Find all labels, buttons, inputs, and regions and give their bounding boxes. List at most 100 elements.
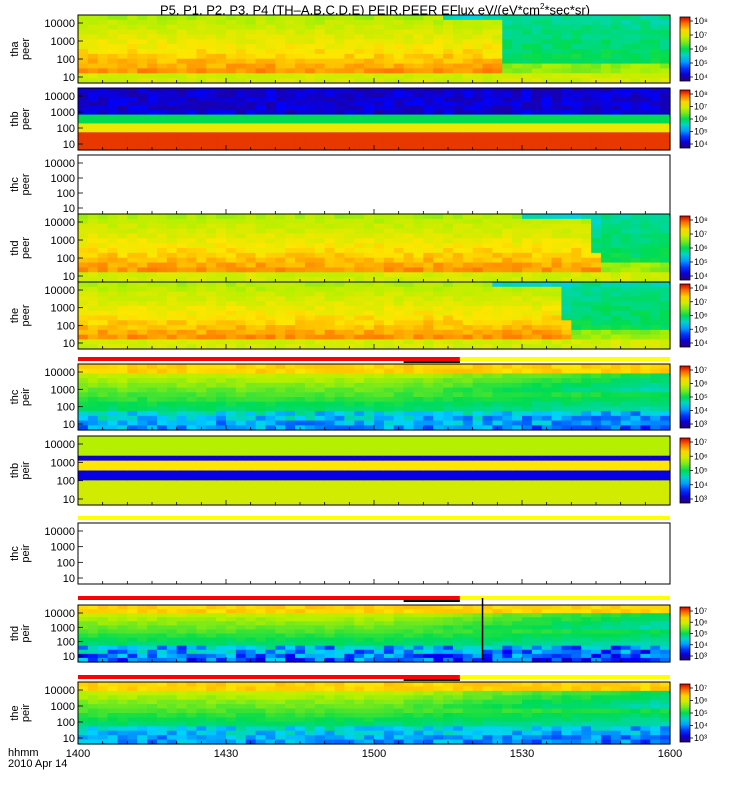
spectrogram-cell xyxy=(78,401,89,408)
spectrogram-cell xyxy=(127,315,138,321)
spectrogram-cell xyxy=(166,277,178,283)
spectrogram-cell xyxy=(196,105,207,111)
spectrogram-cell xyxy=(452,262,464,269)
spectrogram-cell xyxy=(304,329,316,336)
spectrogram-cell xyxy=(620,364,632,370)
spectrogram-cell xyxy=(581,223,592,230)
spectrogram-cell xyxy=(403,218,415,225)
spectrogram-cell xyxy=(117,344,128,350)
spectrogram-cell xyxy=(591,63,602,70)
spectrogram-cell xyxy=(551,392,563,398)
spectrogram-cell xyxy=(472,96,484,102)
spectrogram-cell xyxy=(255,373,267,379)
spectrogram-cell xyxy=(324,49,336,55)
spectrogram-cell xyxy=(235,119,247,125)
spectrogram-cell xyxy=(97,218,109,225)
spectrogram-cell xyxy=(295,24,306,31)
spectrogram-cell xyxy=(78,214,89,220)
spectrogram-cell xyxy=(472,78,484,84)
spectrogram-cell xyxy=(314,378,326,384)
spectrogram-cell xyxy=(78,425,89,431)
spectrogram-cell xyxy=(354,24,365,31)
spectrogram-cell xyxy=(452,401,464,408)
spectrogram-cell xyxy=(512,19,523,26)
spectrogram-cell xyxy=(255,105,267,111)
spectrogram-cell xyxy=(226,296,237,302)
spectrogram-cell xyxy=(196,92,207,98)
spectrogram-cell xyxy=(462,401,474,408)
spectrogram-cell xyxy=(137,436,148,442)
spectrogram-cell xyxy=(107,136,119,142)
spectrogram-cell xyxy=(512,382,523,389)
spectrogram-cell xyxy=(423,127,434,133)
spectrogram-cell xyxy=(502,49,513,55)
spectrogram-cell xyxy=(472,339,484,345)
spectrogram-cell xyxy=(285,344,296,350)
spectrogram-cell xyxy=(285,397,296,403)
spectrogram-cell xyxy=(650,39,661,45)
spectrogram-cell xyxy=(265,420,276,426)
spectrogram-cell xyxy=(571,397,582,403)
spectrogram-cell xyxy=(502,29,513,36)
spectrogram-cell xyxy=(472,58,484,65)
spectrogram-cell xyxy=(383,480,395,486)
spectrogram-cell xyxy=(462,315,474,321)
spectrogram-cell xyxy=(156,58,168,65)
spectrogram-cell xyxy=(78,310,89,317)
spectrogram-cell xyxy=(571,127,582,133)
spectrogram-cell xyxy=(354,415,365,422)
spectrogram-cell xyxy=(265,29,276,36)
spectrogram-cell xyxy=(78,39,89,45)
spectrogram-cell xyxy=(216,252,227,259)
spectrogram-cell xyxy=(374,218,385,225)
spectrogram-cell xyxy=(393,53,405,60)
spectrogram-cell xyxy=(581,267,592,273)
spectrogram-cell xyxy=(591,233,602,239)
spectrogram-cell xyxy=(275,282,286,288)
spectrogram-cell xyxy=(492,136,503,142)
spectrogram-cell xyxy=(196,420,207,426)
spectrogram-cell xyxy=(295,101,306,107)
spectrogram-cell xyxy=(610,397,622,403)
spectrogram-cell xyxy=(660,368,671,375)
spectrogram-cell xyxy=(226,334,237,341)
spectrogram-cell xyxy=(561,401,572,408)
spectrogram-cell xyxy=(482,415,493,422)
spectrogram-cell xyxy=(551,296,563,302)
spectrogram-cell xyxy=(206,450,217,457)
spectrogram-cell xyxy=(186,34,197,40)
spectrogram-cell xyxy=(186,415,197,422)
spectrogram-cell xyxy=(314,73,326,79)
spectrogram-cell xyxy=(216,29,227,36)
spectrogram-cell xyxy=(255,480,267,486)
spectrogram-cell xyxy=(196,257,207,264)
spectrogram-cell xyxy=(137,114,148,120)
spectrogram-cell xyxy=(393,310,405,317)
spectrogram-cell xyxy=(97,15,109,21)
spectrogram-cell xyxy=(472,406,484,412)
spectrogram-cell xyxy=(117,490,128,496)
spectrogram-cell xyxy=(413,450,424,457)
spectrogram-cell xyxy=(423,436,434,442)
spectrogram-cell xyxy=(433,44,444,50)
spectrogram-cell xyxy=(600,286,612,293)
spectrogram-cell xyxy=(166,19,178,26)
spectrogram-cell xyxy=(541,325,553,331)
spectrogram-cell xyxy=(374,78,385,84)
spectrogram-cell xyxy=(156,320,168,326)
spectrogram-cell xyxy=(620,339,632,345)
spectrogram-cell xyxy=(176,24,188,31)
spectrogram-cell xyxy=(334,368,345,375)
spectrogram-cell xyxy=(541,286,553,293)
spectrogram-cell xyxy=(522,267,533,273)
spectrogram-cell xyxy=(275,277,286,283)
spectrogram-cell xyxy=(571,228,582,235)
spectrogram-cell xyxy=(97,445,109,452)
spectrogram-cell xyxy=(403,123,415,129)
spectrogram-cell xyxy=(127,123,138,129)
spectrogram-cell xyxy=(630,218,641,225)
spectrogram-cell xyxy=(502,282,513,288)
spectrogram-cell xyxy=(354,105,365,111)
spectrogram-cell xyxy=(334,110,345,116)
spectrogram-cell xyxy=(581,325,592,331)
